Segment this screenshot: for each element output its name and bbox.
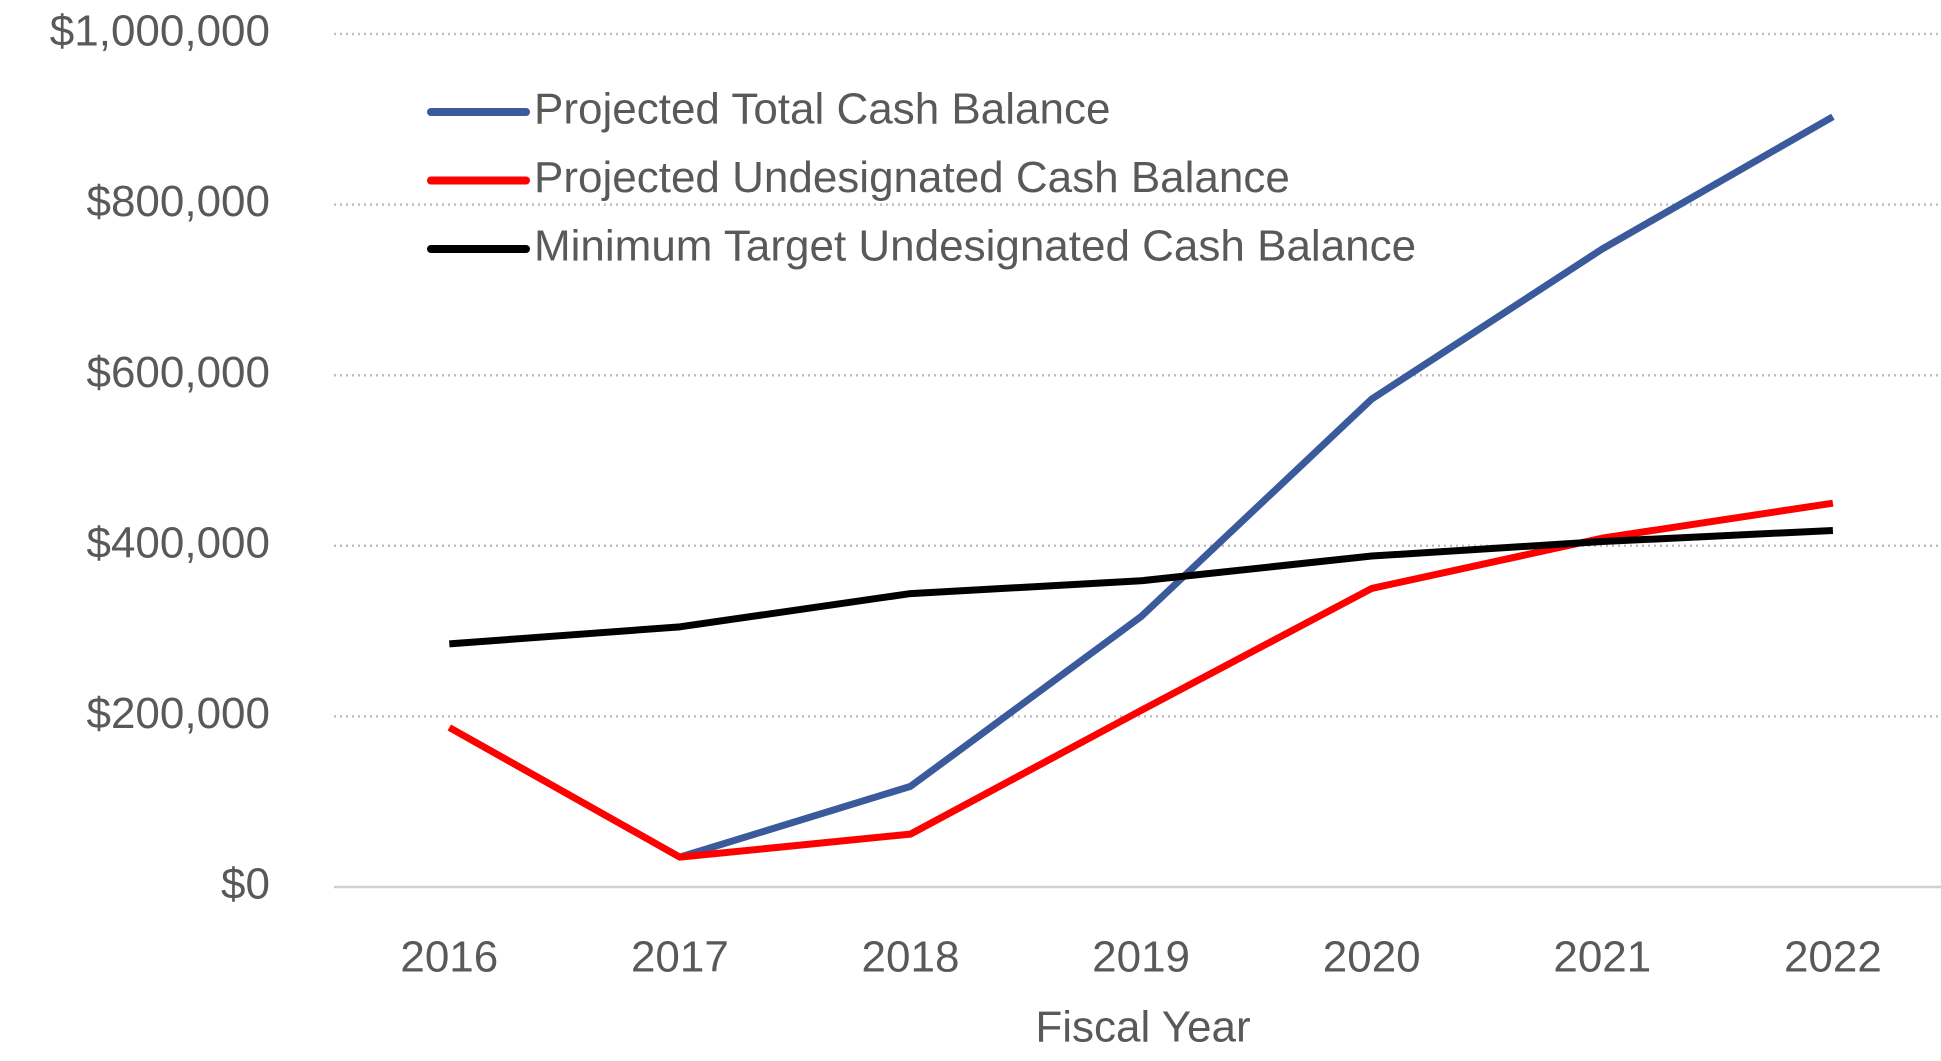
y-tick-label: $1,000,000 [50, 7, 270, 56]
legend-label: Minimum Target Undesignated Cash Balance [534, 222, 1416, 271]
x-tick-label: 2021 [1553, 933, 1651, 982]
series-line [449, 526, 1834, 648]
series-line [447, 499, 1834, 861]
series-line [678, 113, 1835, 861]
legend-label: Projected Undesignated Cash Balance [534, 153, 1290, 202]
legend-label: Projected Total Cash Balance [534, 85, 1110, 134]
y-tick-label: $600,000 [86, 348, 270, 397]
x-tick-label: 2017 [631, 933, 729, 982]
y-tick-label: $0 [221, 860, 270, 909]
x-axis-title: Fiscal Year [1035, 1003, 1250, 1052]
y-tick-label: $200,000 [86, 689, 270, 738]
x-tick-label: 2020 [1323, 933, 1421, 982]
x-tick-label: 2019 [1092, 933, 1190, 982]
y-tick-label: $800,000 [86, 177, 270, 226]
x-tick-label: 2022 [1784, 933, 1882, 982]
x-tick-label: 2018 [862, 933, 960, 982]
y-tick-label: $400,000 [86, 518, 270, 567]
x-tick-label: 2016 [400, 933, 498, 982]
